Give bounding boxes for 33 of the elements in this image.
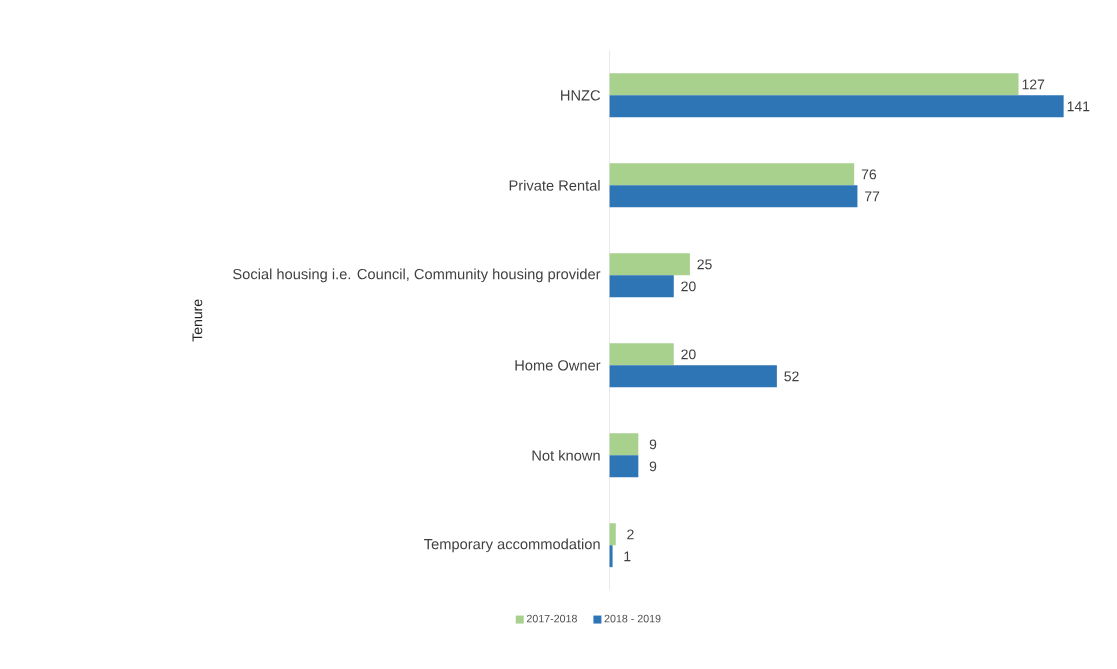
data-label: 9 <box>649 461 657 472</box>
y-tick-label: HNZC <box>561 90 601 101</box>
bar <box>609 433 639 456</box>
data-label: 2 <box>627 529 634 540</box>
bar <box>609 343 674 366</box>
data-label: 141 <box>1067 101 1090 112</box>
bar <box>609 455 639 478</box>
bar <box>609 365 777 388</box>
y-tick-label: Private Rental <box>509 179 600 191</box>
data-label: 20 <box>681 349 696 360</box>
y-tick-label: Temporary accommodation <box>424 538 600 553</box>
bar <box>609 73 1019 96</box>
bar <box>609 163 855 186</box>
y-tick-label: Social housing i.e. Council, Community housing provider <box>233 268 601 283</box>
data-label: 1 <box>624 551 631 562</box>
y-tick-label: Home Owner <box>515 360 601 371</box>
bar <box>609 253 690 276</box>
bar <box>609 275 674 298</box>
legend-label: 2018 - 2019 <box>604 614 661 623</box>
data-label: 20 <box>681 281 696 292</box>
data-label: 77 <box>865 191 880 202</box>
bar <box>609 185 858 208</box>
y-tick-label: Not known <box>532 449 600 461</box>
y-axis-title: Tenure <box>192 299 203 342</box>
data-label: 25 <box>697 259 712 270</box>
data-label: 127 <box>1022 79 1045 90</box>
bar <box>609 545 613 568</box>
bar <box>609 523 616 546</box>
legend-label: 2017-2018 <box>526 614 577 623</box>
bar <box>609 95 1064 118</box>
data-label: 76 <box>861 169 877 180</box>
data-label: 52 <box>784 371 799 382</box>
data-label: 9 <box>649 439 657 450</box>
